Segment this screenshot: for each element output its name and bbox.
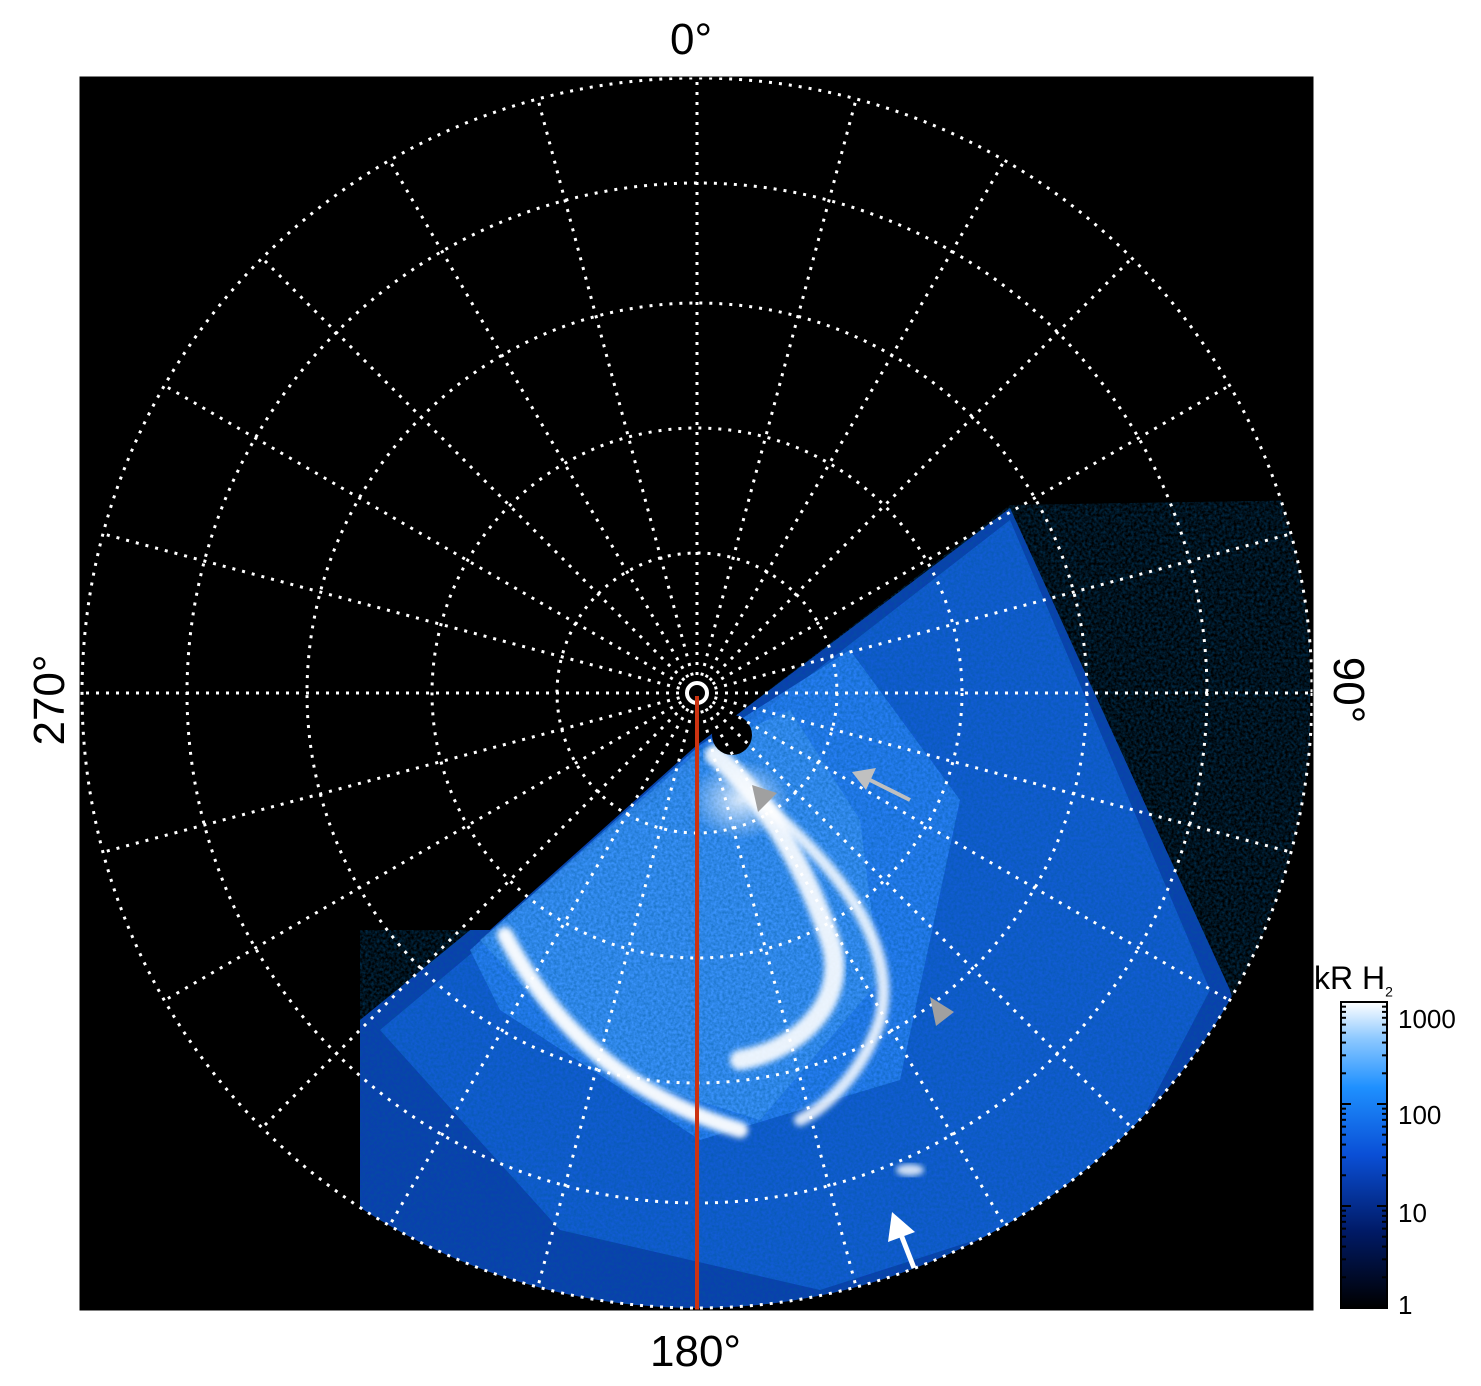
colorbar-title-sub: 2 xyxy=(1385,983,1393,1000)
colorbar-title: kR H2 xyxy=(1314,960,1393,999)
colorbar-tick-label: 100 xyxy=(1398,1100,1442,1130)
colorbar-gradient xyxy=(1340,1001,1388,1309)
gray-arrowhead-icon xyxy=(930,997,954,1026)
gray-arrow-icon xyxy=(852,768,911,802)
angle-label-90: 90° xyxy=(1324,656,1373,724)
gray-arrowhead-icon xyxy=(752,785,777,812)
colorbar-tick-label: 1 xyxy=(1398,1290,1413,1320)
colorbar-tick-label: 1000 xyxy=(1398,1004,1456,1034)
plot-frame xyxy=(79,76,1314,1311)
colorbar xyxy=(1340,1001,1388,1309)
colorbar-title-main: kR H xyxy=(1314,960,1386,996)
angle-label-270: 270° xyxy=(25,654,74,746)
angle-label-0: 0° xyxy=(670,15,713,64)
latitude-circle xyxy=(430,426,964,960)
white-arrow-icon xyxy=(888,1212,917,1269)
angle-label-180: 180° xyxy=(650,1327,742,1376)
colorbar-tick-label: 10 xyxy=(1398,1198,1427,1228)
latitude-circle xyxy=(80,77,1313,1310)
